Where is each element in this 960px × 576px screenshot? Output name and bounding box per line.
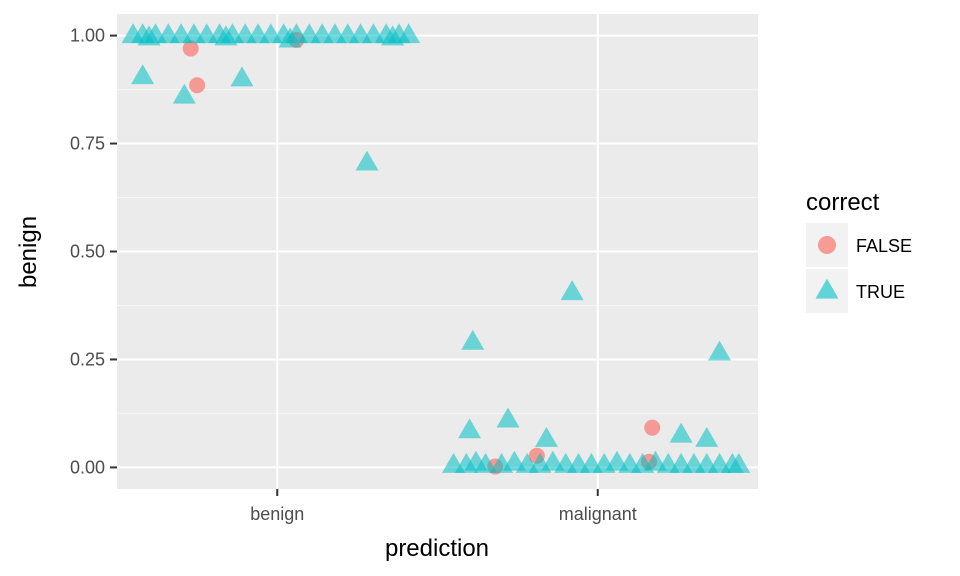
point-true (534, 426, 558, 447)
legend: correct FALSE TRUE (806, 189, 912, 313)
point-true (669, 422, 693, 443)
y-tick-label: 0.75 (70, 134, 105, 154)
point-true (214, 25, 238, 46)
point-false (644, 419, 661, 436)
point-true (458, 418, 482, 439)
x-tick-label: benign (250, 504, 304, 524)
legend-circle-icon (818, 236, 836, 254)
point-true (496, 407, 520, 428)
point-true (131, 64, 155, 85)
point-true (137, 25, 161, 46)
legend-label: TRUE (856, 282, 905, 302)
legend-triangle-icon (815, 278, 839, 299)
legend-title: correct (806, 189, 880, 216)
y-tick-label: 1.00 (70, 26, 105, 46)
point-true (461, 329, 485, 350)
point-true (172, 83, 196, 104)
y-tick-label: 0.50 (70, 242, 105, 262)
point-true (727, 452, 751, 473)
x-tick-label: malignant (559, 504, 637, 524)
point-true (355, 150, 379, 171)
point-false (189, 77, 206, 94)
point-false (182, 40, 199, 57)
legend-label: FALSE (856, 236, 912, 256)
point-true (278, 27, 302, 48)
point-true (381, 25, 405, 46)
x-axis: benign malignant (250, 489, 637, 524)
y-axis-title: benign (15, 216, 42, 288)
y-axis: 0.00 0.25 0.50 0.75 1.00 (70, 26, 117, 477)
y-tick-label: 0.00 (70, 457, 105, 477)
legend-keys: FALSE TRUE (806, 223, 912, 313)
x-axis-title: prediction (385, 535, 489, 562)
point-true (708, 340, 732, 361)
point-true (560, 280, 584, 301)
point-true (230, 66, 254, 87)
point-true (397, 23, 421, 44)
point-true (474, 452, 498, 473)
data-points (121, 23, 751, 475)
point-true (695, 426, 719, 447)
y-tick-label: 0.25 (70, 349, 105, 369)
